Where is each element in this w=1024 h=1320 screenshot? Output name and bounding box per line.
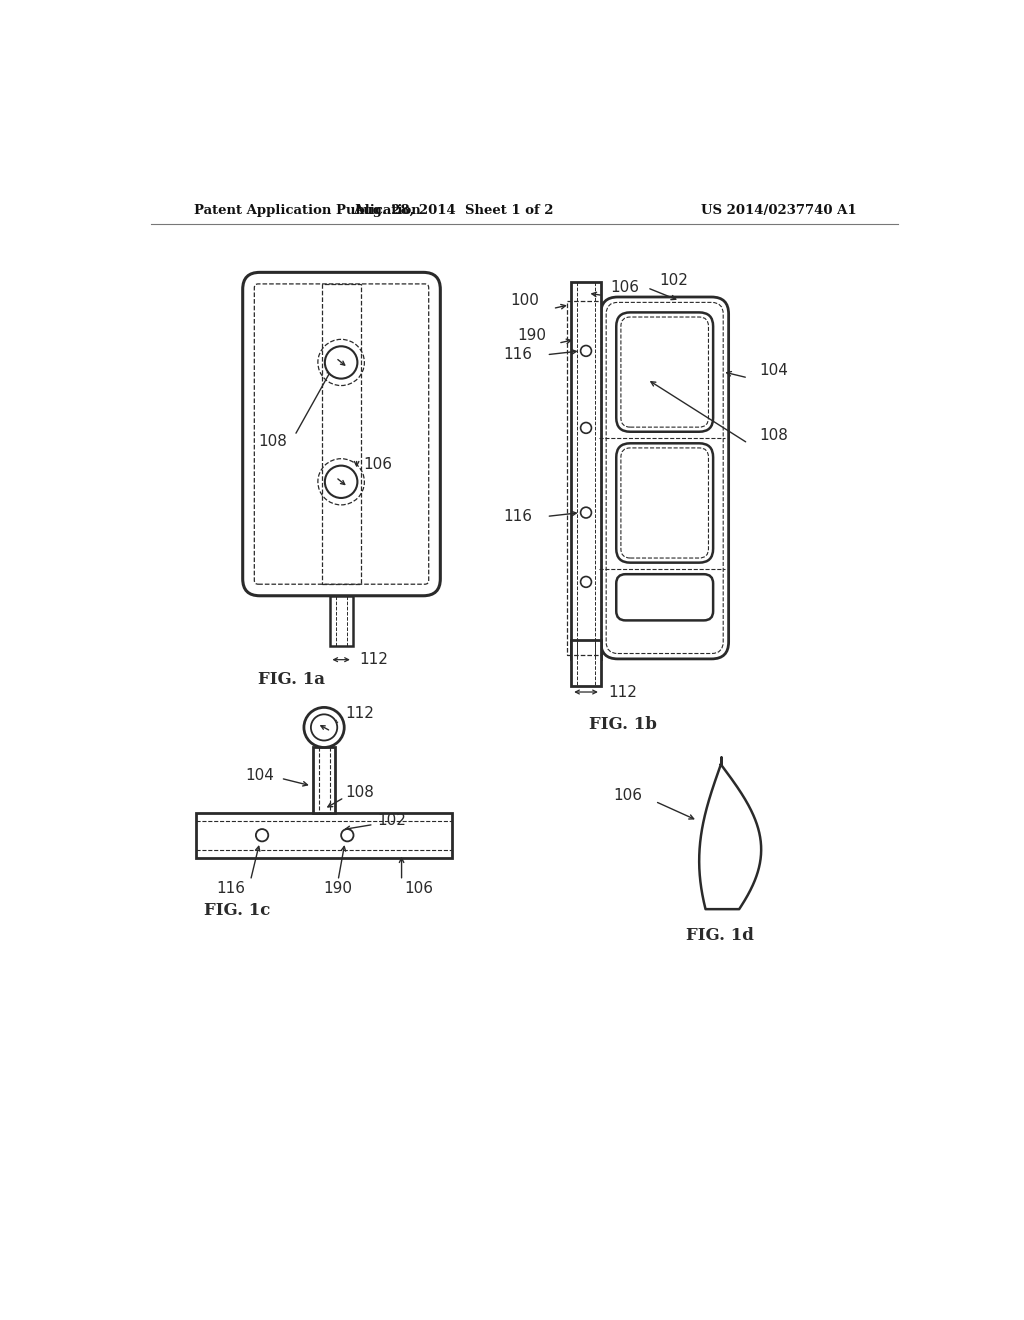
Text: 106: 106 xyxy=(610,280,639,296)
Text: 100: 100 xyxy=(510,293,539,309)
Text: 108: 108 xyxy=(258,434,287,449)
Text: 112: 112 xyxy=(359,652,388,667)
Text: 106: 106 xyxy=(403,880,433,896)
Text: 108: 108 xyxy=(346,784,375,800)
Bar xyxy=(330,595,352,645)
Text: 106: 106 xyxy=(362,457,392,473)
Text: FIG. 1a: FIG. 1a xyxy=(258,672,326,688)
Text: 190: 190 xyxy=(324,880,352,896)
Circle shape xyxy=(325,346,357,379)
Text: Aug. 28, 2014  Sheet 1 of 2: Aug. 28, 2014 Sheet 1 of 2 xyxy=(353,205,554,218)
Bar xyxy=(571,281,601,659)
Text: FIG. 1d: FIG. 1d xyxy=(686,927,754,944)
FancyBboxPatch shape xyxy=(616,444,713,562)
Bar xyxy=(197,813,452,858)
Circle shape xyxy=(581,577,592,587)
Bar xyxy=(567,301,601,655)
Circle shape xyxy=(304,708,344,747)
Circle shape xyxy=(256,829,268,841)
Bar xyxy=(322,284,360,585)
Text: 104: 104 xyxy=(246,768,274,783)
Text: 102: 102 xyxy=(658,272,688,288)
Bar xyxy=(571,640,601,686)
FancyBboxPatch shape xyxy=(243,272,440,595)
Bar xyxy=(313,747,335,813)
Text: US 2014/0237740 A1: US 2014/0237740 A1 xyxy=(701,205,857,218)
FancyBboxPatch shape xyxy=(601,297,729,659)
Text: FIG. 1b: FIG. 1b xyxy=(589,715,657,733)
Text: 190: 190 xyxy=(517,327,547,343)
Circle shape xyxy=(311,714,337,741)
Text: 116: 116 xyxy=(504,347,532,362)
FancyBboxPatch shape xyxy=(616,313,713,432)
FancyBboxPatch shape xyxy=(616,574,713,620)
Circle shape xyxy=(581,422,592,433)
Text: 112: 112 xyxy=(608,685,637,700)
Text: FIG. 1c: FIG. 1c xyxy=(204,903,270,919)
Text: 116: 116 xyxy=(504,510,532,524)
Circle shape xyxy=(325,466,357,498)
Circle shape xyxy=(341,829,353,841)
Text: 106: 106 xyxy=(612,788,642,804)
Text: 112: 112 xyxy=(346,706,375,721)
Circle shape xyxy=(581,507,592,517)
Text: 116: 116 xyxy=(216,880,246,896)
Text: 108: 108 xyxy=(760,428,788,444)
Circle shape xyxy=(581,346,592,356)
Text: 104: 104 xyxy=(760,363,788,378)
Text: 102: 102 xyxy=(378,813,407,828)
Text: Patent Application Publication: Patent Application Publication xyxy=(194,205,421,218)
